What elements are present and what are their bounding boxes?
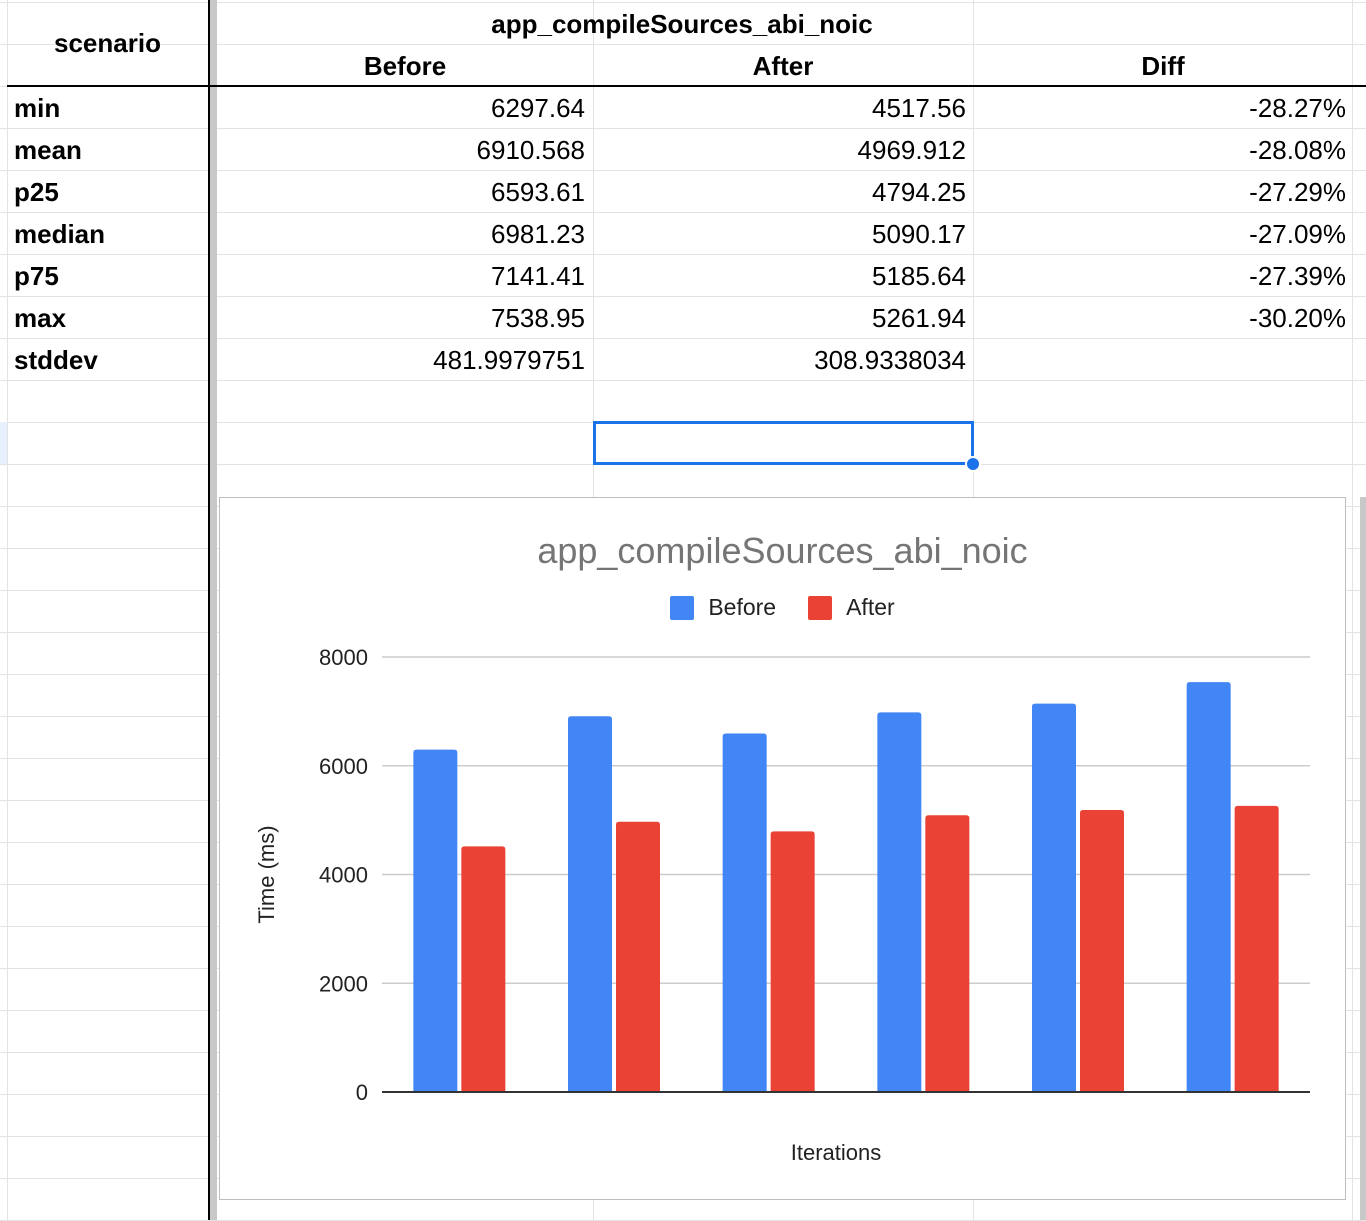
bar-before	[413, 749, 458, 1092]
before-value-cell[interactable]: 6981.23	[491, 219, 585, 249]
row-label-cell[interactable]: mean	[14, 135, 82, 165]
row-label-cell[interactable]: stddev	[14, 345, 98, 375]
gridline-horizontal	[0, 380, 1366, 381]
row-label-cell[interactable]: max	[14, 303, 67, 333]
before-value-cell[interactable]: 7141.41	[491, 261, 585, 291]
group-header[interactable]: app_compileSources_abi_noic	[491, 9, 873, 39]
bar-after	[616, 821, 660, 1092]
y-tick-label: 8000	[319, 645, 368, 670]
gridline-vertical	[1352, 0, 1353, 1220]
bar-chart[interactable]: app_compileSources_abi_noic Before After…	[219, 497, 1346, 1200]
after-value-cell[interactable]: 5261.94	[872, 303, 966, 333]
bar-before	[1186, 682, 1231, 1092]
after-value-cell[interactable]: 5185.64	[872, 261, 966, 291]
bar-before	[568, 716, 612, 1092]
y-tick-label: 4000	[319, 863, 368, 888]
y-tick-label: 2000	[319, 971, 368, 996]
diff-value-cell[interactable]: -27.29%	[1249, 177, 1346, 207]
after-value-cell[interactable]: 4517.56	[872, 93, 966, 123]
row-label-cell[interactable]: min	[14, 93, 61, 123]
gridline-vertical	[7, 0, 8, 1220]
after-value-cell[interactable]: 308.9338034	[814, 345, 966, 375]
legend-swatch-after	[808, 595, 833, 620]
bar-after	[1080, 810, 1124, 1092]
gridline-horizontal	[0, 338, 1366, 339]
row-label-cell[interactable]: p25	[14, 177, 59, 207]
selected-cell[interactable]	[593, 421, 974, 465]
row-label-cell[interactable]: median	[14, 219, 106, 249]
column-header-after[interactable]: After	[752, 51, 814, 81]
gridline-horizontal	[0, 2, 1366, 3]
legend-label-before: Before	[708, 594, 777, 620]
fill-handle[interactable]	[965, 456, 981, 472]
chart-title: app_compileSources_abi_noic	[537, 530, 1028, 571]
bar-before	[1032, 703, 1076, 1092]
chart-legend[interactable]: Before After	[220, 594, 1345, 621]
frozen-divider[interactable]	[210, 0, 217, 1220]
before-value-cell[interactable]: 6593.61	[491, 177, 585, 207]
bar-after	[770, 831, 815, 1092]
gridline-horizontal	[0, 128, 1366, 129]
y-tick-label: 0	[356, 1080, 368, 1105]
diff-value-cell[interactable]	[973, 339, 1346, 381]
legend-item-before[interactable]: Before	[670, 594, 776, 621]
row-highlight	[0, 422, 7, 464]
bar-before	[877, 712, 922, 1092]
scenario-header[interactable]: scenario	[54, 28, 161, 58]
legend-swatch-before	[670, 595, 695, 620]
right-scroll-divider	[1360, 497, 1366, 1220]
gridline-horizontal	[0, 44, 1366, 45]
gridline-horizontal	[0, 170, 1366, 171]
after-value-cell[interactable]: 4969.912	[857, 135, 966, 165]
gridline-horizontal	[0, 254, 1366, 255]
column-header-before[interactable]: Before	[363, 51, 447, 81]
bar-after	[925, 815, 970, 1092]
header-border	[7, 85, 1366, 87]
y-tick-label: 6000	[319, 754, 368, 779]
y-axis-label: Time (ms)	[254, 825, 279, 923]
before-value-cell[interactable]: 6910.568	[476, 135, 585, 165]
gridline-horizontal	[0, 212, 1366, 213]
gridline-horizontal	[0, 296, 1366, 297]
diff-value-cell[interactable]: -27.09%	[1249, 219, 1346, 249]
diff-value-cell[interactable]: -27.39%	[1249, 261, 1346, 291]
after-value-cell[interactable]: 5090.17	[872, 219, 966, 249]
diff-value-cell[interactable]: -28.27%	[1249, 93, 1346, 123]
diff-value-cell[interactable]: -30.20%	[1249, 303, 1346, 333]
x-axis-label: Iterations	[791, 1140, 882, 1165]
before-value-cell[interactable]: 6297.64	[491, 93, 585, 123]
after-value-cell[interactable]: 4794.25	[872, 177, 966, 207]
before-value-cell[interactable]: 7538.95	[491, 303, 585, 333]
row-label-cell[interactable]: p75	[14, 261, 59, 291]
column-border	[208, 0, 210, 1220]
legend-label-after: After	[846, 594, 895, 620]
chart-plot: 0 2000 4000 6000 8000 Iterations Time (ms)	[254, 645, 1310, 1165]
legend-item-after[interactable]: After	[808, 594, 895, 621]
before-value-cell[interactable]: 481.9979751	[433, 345, 585, 375]
bar-after	[461, 846, 506, 1092]
diff-value-cell[interactable]: -28.08%	[1249, 135, 1346, 165]
column-header-diff[interactable]: Diff	[1141, 51, 1185, 81]
bar-before	[722, 733, 767, 1092]
bar-after	[1234, 805, 1279, 1092]
